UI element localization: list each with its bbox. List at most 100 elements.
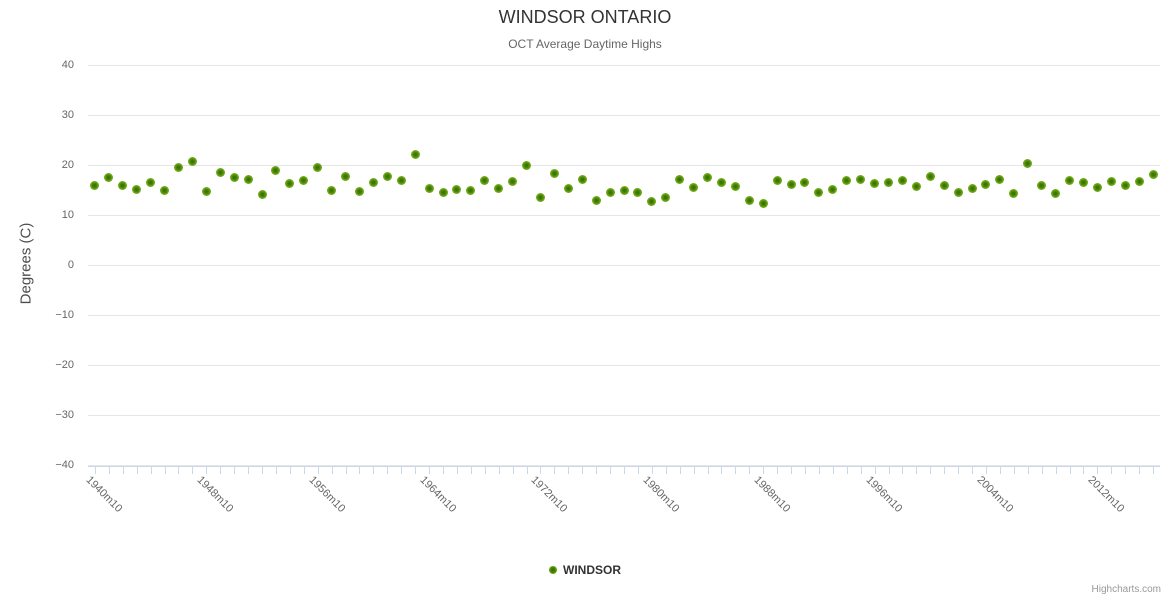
data-point[interactable] [1078, 178, 1088, 187]
data-point[interactable] [925, 172, 935, 181]
data-point[interactable] [285, 179, 295, 188]
data-point[interactable] [828, 184, 838, 194]
data-point[interactable] [522, 160, 532, 170]
data-point[interactable] [368, 178, 378, 187]
data-point[interactable] [118, 181, 128, 190]
data-point[interactable] [800, 178, 810, 187]
data-point[interactable] [661, 193, 671, 202]
x-axis-tick [777, 467, 779, 474]
x-axis-tick [930, 467, 932, 474]
data-point[interactable] [452, 184, 462, 194]
y-axis-tick-label: 30 [61, 109, 74, 121]
data-point[interactable] [981, 180, 991, 189]
data-point[interactable] [703, 173, 713, 182]
data-point[interactable] [591, 196, 601, 205]
data-point[interactable] [313, 163, 323, 172]
data-point[interactable] [396, 176, 406, 185]
data-point[interactable] [911, 181, 921, 191]
data-point[interactable] [549, 168, 559, 178]
x-axis-tick [108, 467, 110, 474]
data-point[interactable] [758, 198, 768, 208]
data-point[interactable] [744, 196, 754, 205]
data-point[interactable] [675, 174, 685, 184]
data-point[interactable] [1065, 175, 1074, 185]
data-point[interactable] [299, 175, 309, 185]
y-gridline [88, 364, 1160, 366]
data-point[interactable] [410, 149, 420, 159]
data-point[interactable] [535, 192, 545, 202]
data-point[interactable] [354, 187, 364, 196]
data-point[interactable] [104, 172, 114, 182]
data-point[interactable] [438, 188, 448, 197]
data-point[interactable] [229, 173, 239, 182]
data-point[interactable] [577, 175, 587, 184]
data-point[interactable] [563, 183, 573, 193]
y-axis-tick-label: 20 [61, 159, 74, 171]
data-point[interactable] [1148, 169, 1158, 179]
data-point[interactable] [327, 185, 337, 195]
data-point[interactable] [1120, 181, 1130, 190]
data-point[interactable] [605, 188, 615, 197]
data-point[interactable] [953, 188, 963, 197]
x-axis-tick [874, 467, 876, 474]
data-point[interactable] [995, 175, 1005, 184]
data-point[interactable] [1106, 177, 1116, 186]
x-axis-tick [637, 467, 639, 474]
data-point[interactable] [508, 176, 518, 186]
y-axis-tick-label: 10 [61, 209, 74, 221]
data-point[interactable] [1051, 189, 1061, 198]
data-point[interactable] [814, 188, 824, 197]
data-point[interactable] [382, 172, 392, 181]
data-point[interactable] [424, 184, 434, 193]
data-point[interactable] [1092, 182, 1102, 192]
data-point[interactable] [689, 183, 699, 192]
data-point[interactable] [257, 190, 267, 199]
data-point[interactable] [243, 174, 253, 184]
x-axis-tick [888, 467, 890, 474]
data-point[interactable] [271, 165, 281, 175]
x-axis-tick-label: 1996m10 [863, 474, 905, 515]
legend-item-windsor[interactable]: WINDSOR [563, 563, 621, 577]
data-point[interactable] [90, 181, 100, 190]
data-point[interactable] [772, 175, 782, 185]
data-point[interactable] [619, 186, 629, 195]
data-point[interactable] [842, 176, 852, 185]
x-axis-tick [1097, 467, 1099, 474]
data-point[interactable] [856, 174, 866, 184]
x-axis-tick [791, 467, 793, 474]
y-axis-tick-label: 40 [61, 59, 74, 71]
x-axis-tick [498, 467, 500, 474]
data-point[interactable] [786, 179, 796, 189]
legend: WINDSOR [0, 563, 1170, 577]
data-point[interactable] [939, 181, 949, 190]
data-point[interactable] [647, 197, 657, 206]
data-point[interactable] [187, 156, 197, 166]
data-point[interactable] [480, 176, 490, 185]
data-point[interactable] [897, 175, 907, 185]
data-point[interactable] [146, 177, 156, 187]
x-axis-tick [136, 467, 138, 474]
data-point[interactable] [870, 179, 880, 188]
data-point[interactable] [730, 182, 740, 191]
data-point[interactable] [633, 188, 643, 197]
data-point[interactable] [884, 177, 894, 187]
data-point[interactable] [1009, 189, 1019, 198]
data-point[interactable] [494, 184, 504, 193]
data-point[interactable] [466, 185, 476, 195]
data-point[interactable] [341, 172, 351, 181]
data-point[interactable] [160, 186, 170, 195]
data-point[interactable] [716, 178, 726, 187]
data-point[interactable] [132, 185, 142, 194]
highcharts-credit[interactable]: Highcharts.com [1091, 584, 1161, 595]
data-point[interactable] [1023, 159, 1033, 168]
data-point[interactable] [215, 168, 225, 177]
x-axis-tick [289, 467, 291, 474]
y-gridline [88, 314, 1160, 316]
data-point[interactable] [967, 184, 977, 193]
data-point[interactable] [173, 162, 183, 172]
data-point[interactable] [201, 186, 211, 196]
x-axis-tick [484, 467, 486, 474]
data-point[interactable] [1037, 180, 1047, 190]
data-point[interactable] [1134, 176, 1144, 186]
x-axis-tick-label: 1940m10 [83, 474, 125, 515]
